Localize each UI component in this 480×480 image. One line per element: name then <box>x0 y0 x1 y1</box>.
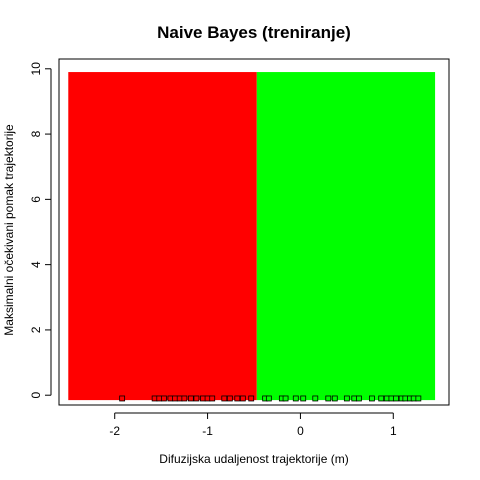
training-points <box>119 395 422 402</box>
y-axis: 0 2 4 6 8 10 <box>29 62 52 399</box>
chart-title: Naive Bayes (treniranje) <box>157 23 351 42</box>
data-point <box>248 395 255 402</box>
data-point <box>193 395 200 402</box>
data-point <box>161 395 167 402</box>
y-tick-label: 0 <box>29 392 43 399</box>
data-point <box>331 395 338 402</box>
data-point <box>181 395 188 402</box>
data-point <box>369 395 375 402</box>
data-point <box>312 395 319 402</box>
decision-regions <box>68 72 436 401</box>
y-tick-label: 6 <box>29 196 43 203</box>
data-point <box>300 395 307 402</box>
y-axis-title: Maksimalni očekivani pomak trajektorije <box>2 124 16 336</box>
data-point <box>325 395 332 402</box>
x-tick-label: 1 <box>390 424 397 438</box>
x-axis: -2 -1 0 1 <box>109 412 397 438</box>
data-point <box>239 395 246 402</box>
x-axis-title: Difuzijska udaljenost trajektorije (m) <box>159 452 348 466</box>
data-point <box>356 395 362 402</box>
x-tick-label: -2 <box>109 424 120 438</box>
plot-frame <box>58 58 450 406</box>
data-point <box>226 395 233 402</box>
data-point <box>234 395 241 402</box>
x-tick-label: -1 <box>202 424 213 438</box>
decision-region-0 <box>68 72 257 401</box>
y-tick-label: 8 <box>29 130 43 137</box>
data-point <box>221 395 228 402</box>
y-tick-label: 4 <box>29 261 43 268</box>
data-point <box>343 395 350 402</box>
data-point <box>209 395 216 402</box>
data-point <box>292 395 299 402</box>
data-point <box>393 395 399 402</box>
x-tick-label: 0 <box>297 424 304 438</box>
data-point <box>415 395 422 402</box>
data-point <box>265 395 272 402</box>
data-point <box>119 395 126 402</box>
y-tick-label: 10 <box>29 62 43 76</box>
y-tick-label: 2 <box>29 326 43 333</box>
decision-region-1 <box>256 72 436 401</box>
data-point <box>187 395 194 402</box>
data-point <box>378 395 385 402</box>
data-point <box>282 395 289 402</box>
